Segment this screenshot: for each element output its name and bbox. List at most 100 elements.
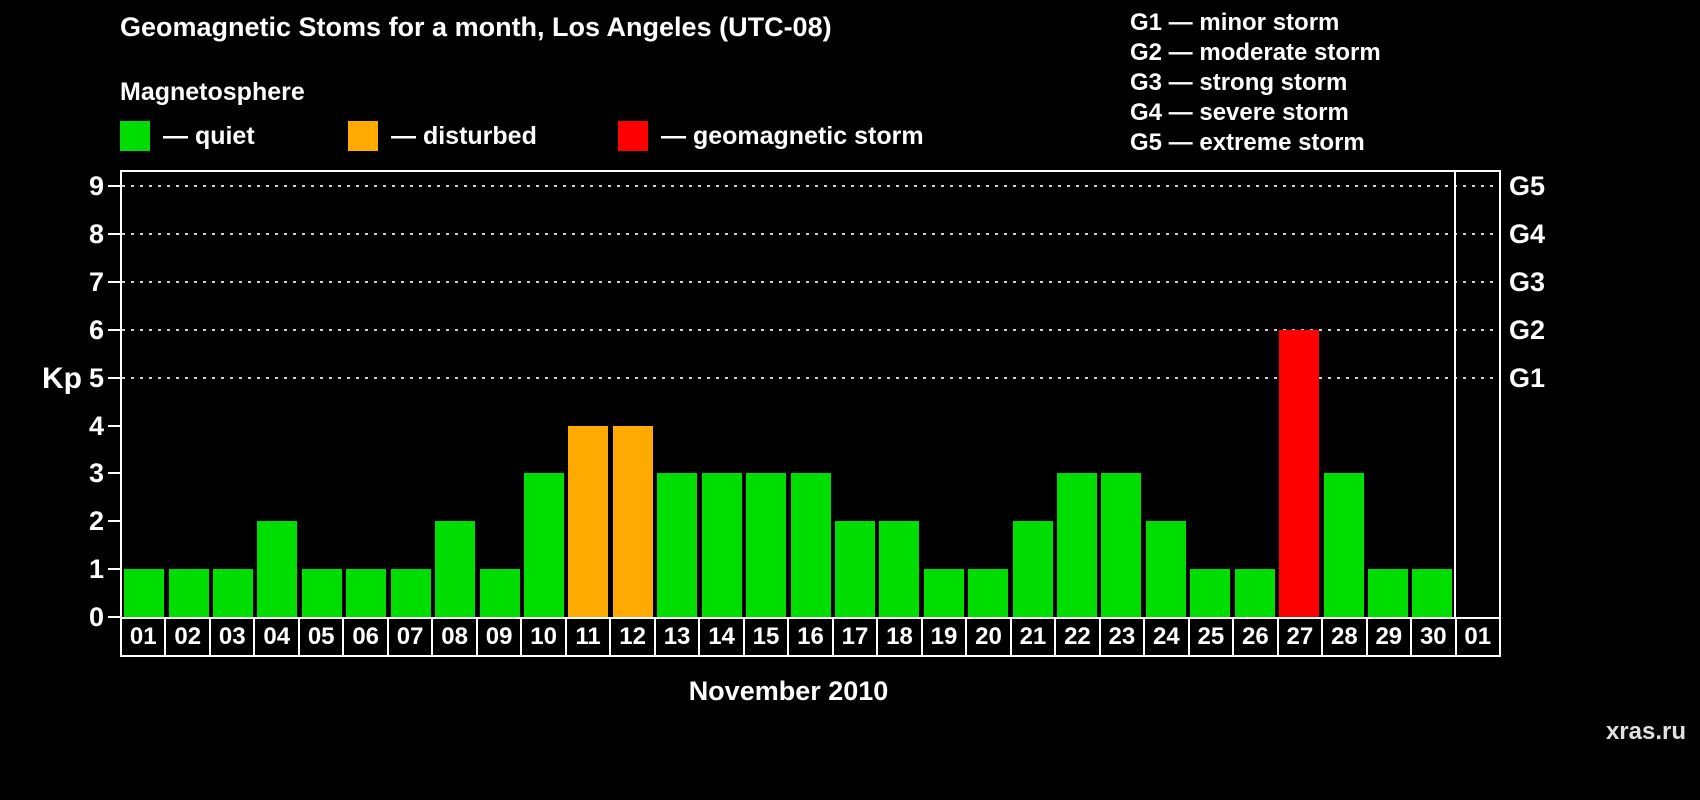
storm-scale-item-g3: G3 — strong storm <box>1130 69 1348 96</box>
bar-day-26 <box>1234 569 1275 617</box>
legend-item-quiet: — quiet <box>120 120 255 152</box>
bar-day-30 <box>1412 569 1453 617</box>
gridline-kp-6 <box>122 328 1499 331</box>
y-tick-7 <box>108 281 120 284</box>
bar-day-17 <box>834 521 875 617</box>
day-label-17: 17 <box>831 617 879 657</box>
day-label-18: 18 <box>876 617 923 657</box>
day-label-03: 03 <box>208 617 256 657</box>
day-label-23: 23 <box>1098 617 1146 657</box>
day-label-21: 21 <box>1009 617 1057 657</box>
storm-scale-legend: G1 — minor storm G2 — moderate storm G3 — … <box>1130 8 1381 158</box>
bar-day-11 <box>568 425 609 617</box>
storm-scale-item-g4: G4 — severe storm <box>1130 99 1349 126</box>
bar-day-14 <box>701 473 742 617</box>
day-label-12: 12 <box>609 617 656 657</box>
y-tick-0 <box>108 616 120 618</box>
y-tick-label-7: 7 <box>88 267 104 298</box>
gridline-kp-9 <box>122 185 1499 188</box>
bar-day-29 <box>1367 569 1408 617</box>
storm-swatch <box>618 121 648 151</box>
bar-day-04 <box>257 521 298 617</box>
y-tick-9 <box>108 185 120 188</box>
day-label-25: 25 <box>1187 617 1235 657</box>
bar-day-12 <box>612 425 653 617</box>
y-tick-label-4: 4 <box>88 410 104 441</box>
bar-day-18 <box>879 521 920 617</box>
gridline-kp-7 <box>122 281 1499 284</box>
bar-day-13 <box>657 473 698 617</box>
bar-day-05 <box>301 569 342 617</box>
y-tick-label-8: 8 <box>88 219 104 250</box>
day-label-13: 13 <box>653 617 701 657</box>
right-axis-label-G5: G5 <box>1509 171 1546 202</box>
legend-item-label: — quiet <box>163 121 255 150</box>
y-tick-label-0: 0 <box>88 602 104 632</box>
y-axis-title: Kp <box>42 362 82 395</box>
right-axis-label-G2: G2 <box>1509 314 1546 345</box>
y-tick-3 <box>108 472 120 475</box>
day-label-26: 26 <box>1232 617 1279 657</box>
y-tick-label-3: 3 <box>88 458 104 489</box>
y-tick-6 <box>108 328 120 331</box>
bar-day-06 <box>346 569 387 617</box>
y-tick-4 <box>108 424 120 427</box>
day-label-02: 02 <box>164 617 211 657</box>
y-tick-5 <box>108 376 120 379</box>
y-tick-label-2: 2 <box>88 506 104 537</box>
day-label-07: 07 <box>386 617 434 657</box>
bar-day-15 <box>746 473 787 617</box>
legend-item-label: — geomagnetic storm <box>661 121 924 150</box>
month-separator-line <box>1453 172 1456 617</box>
bar-day-10 <box>523 473 564 617</box>
storm-scale-item-g5: G5 — extreme storm <box>1130 129 1365 156</box>
bar-day-03 <box>213 569 254 617</box>
day-label-05: 05 <box>297 617 345 657</box>
day-label-16: 16 <box>787 617 834 657</box>
day-label-08: 08 <box>431 617 478 657</box>
day-label-29: 29 <box>1365 617 1413 657</box>
day-label-06: 06 <box>342 617 389 657</box>
y-tick-label-1: 1 <box>88 554 104 585</box>
day-label-09: 09 <box>475 617 523 657</box>
watermark: xras.ru <box>1605 718 1686 745</box>
bar-day-21 <box>1012 521 1053 617</box>
bar-day-02 <box>168 569 209 617</box>
day-label-27: 27 <box>1276 617 1324 657</box>
day-label-22: 22 <box>1054 617 1101 657</box>
bar-day-24 <box>1145 521 1186 617</box>
bar-day-27 <box>1279 329 1320 617</box>
gridline-kp-8 <box>122 233 1499 236</box>
bar-day-09 <box>479 569 520 617</box>
day-label-01: 01 <box>120 617 167 657</box>
day-label-next-month-01: 01 <box>1454 617 1502 657</box>
x-axis-title: November 2010 <box>688 676 889 706</box>
storm-scale-item-g1: G1 — minor storm <box>1130 9 1340 36</box>
day-label-24: 24 <box>1143 617 1190 657</box>
day-label-10: 10 <box>520 617 567 657</box>
right-axis-label-G4: G4 <box>1509 219 1546 250</box>
day-label-04: 04 <box>253 617 300 657</box>
quiet-swatch <box>120 121 150 151</box>
legend-item-storm: — geomagnetic storm <box>618 120 924 152</box>
bar-day-19 <box>923 569 964 617</box>
bar-day-01 <box>124 569 165 617</box>
bar-day-22 <box>1057 473 1098 617</box>
legend-item-disturbed: — disturbed <box>348 120 537 152</box>
y-tick-label-9: 9 <box>88 171 104 202</box>
x-axis: 01 02 03 04 05 06 07 08 09 10 11 12 13 14 15 16 17 18 19 20… <box>120 617 1502 657</box>
y-tick-label-6: 6 <box>88 314 104 345</box>
y-tick-8 <box>108 233 120 236</box>
bar-day-20 <box>968 569 1009 617</box>
y-tick-2 <box>108 520 120 523</box>
day-label-28: 28 <box>1321 617 1368 657</box>
disturbed-swatch <box>348 121 378 151</box>
storm-scale-item-g2: G2 — moderate storm <box>1130 39 1381 66</box>
day-label-20: 20 <box>965 617 1012 657</box>
right-axis-label-G1: G1 <box>1509 362 1546 393</box>
right-axis: G1 G2 G3 G4 G5 <box>1509 171 1609 617</box>
right-axis-label-G3: G3 <box>1509 267 1546 298</box>
day-label-19: 19 <box>920 617 968 657</box>
bar-day-08 <box>435 521 476 617</box>
